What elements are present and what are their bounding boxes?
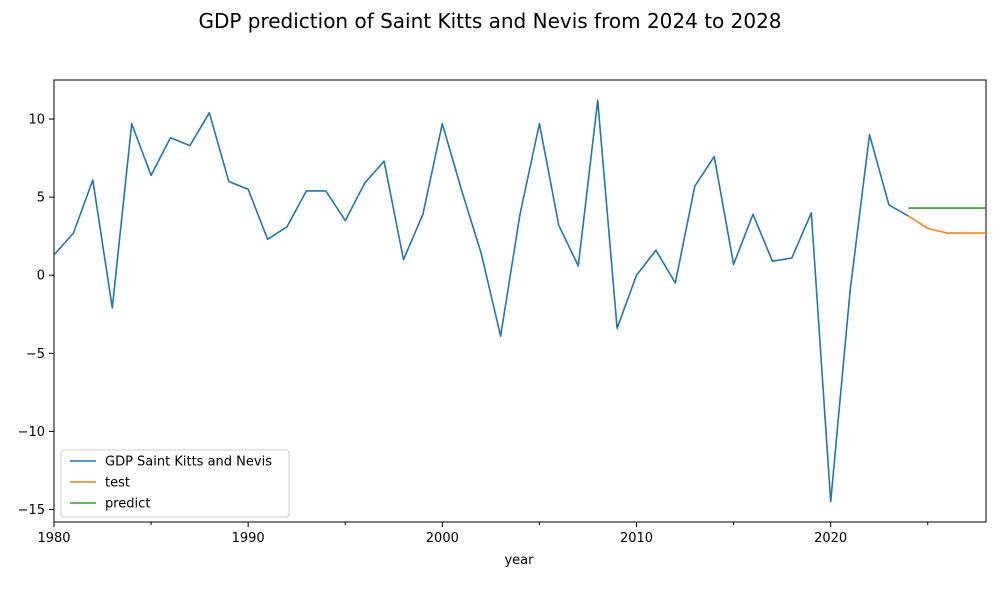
y-tick-label: 5 <box>37 191 45 206</box>
x-tick-label: 2020 <box>814 531 847 546</box>
legend-label-1: test <box>105 476 130 491</box>
y-tick-label: −5 <box>26 347 45 362</box>
y-tick-label: −10 <box>18 425 45 440</box>
x-tick-label: 1990 <box>232 531 265 546</box>
x-axis-label: year <box>504 553 534 568</box>
plot-area <box>53 79 987 523</box>
y-tick-label: −15 <box>18 503 45 518</box>
legend: GDP Saint Kitts and Nevis test predict <box>60 449 290 518</box>
y-tick-label: 10 <box>28 113 45 128</box>
y-axis: 10 5 0 −5 −10 −15 <box>18 113 54 518</box>
legend-label-0: GDP Saint Kitts and Nevis <box>105 455 272 470</box>
x-axis: 1980 1990 2000 2010 2020 <box>37 522 929 546</box>
chart-title: GDP prediction of Saint Kitts and Nevis … <box>198 9 781 33</box>
series-layer <box>54 99 986 503</box>
series-line-0 <box>54 99 909 503</box>
series-line-1 <box>907 215 986 234</box>
plot-frame <box>53 79 987 523</box>
x-tick-label: 2000 <box>426 531 459 546</box>
x-tick-label: 1980 <box>37 531 70 546</box>
x-tick-label: 2010 <box>620 531 653 546</box>
y-tick-label: 0 <box>37 269 45 284</box>
legend-box <box>60 449 290 518</box>
legend-label-2: predict <box>105 497 150 512</box>
